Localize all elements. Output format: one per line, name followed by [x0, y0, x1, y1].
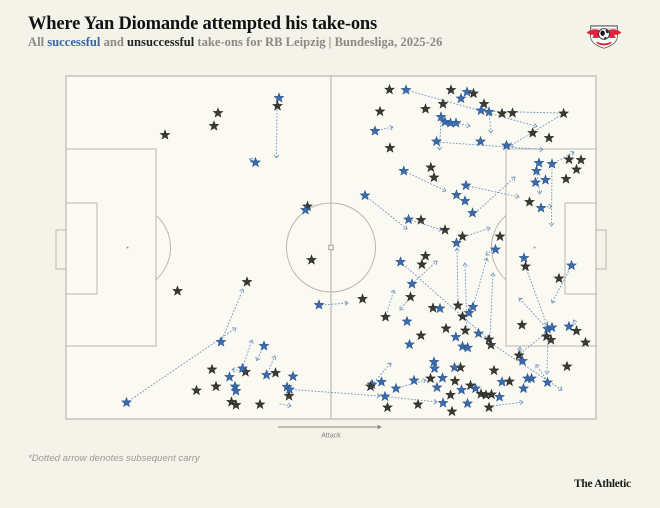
svg-text:Attack: Attack — [321, 433, 341, 440]
